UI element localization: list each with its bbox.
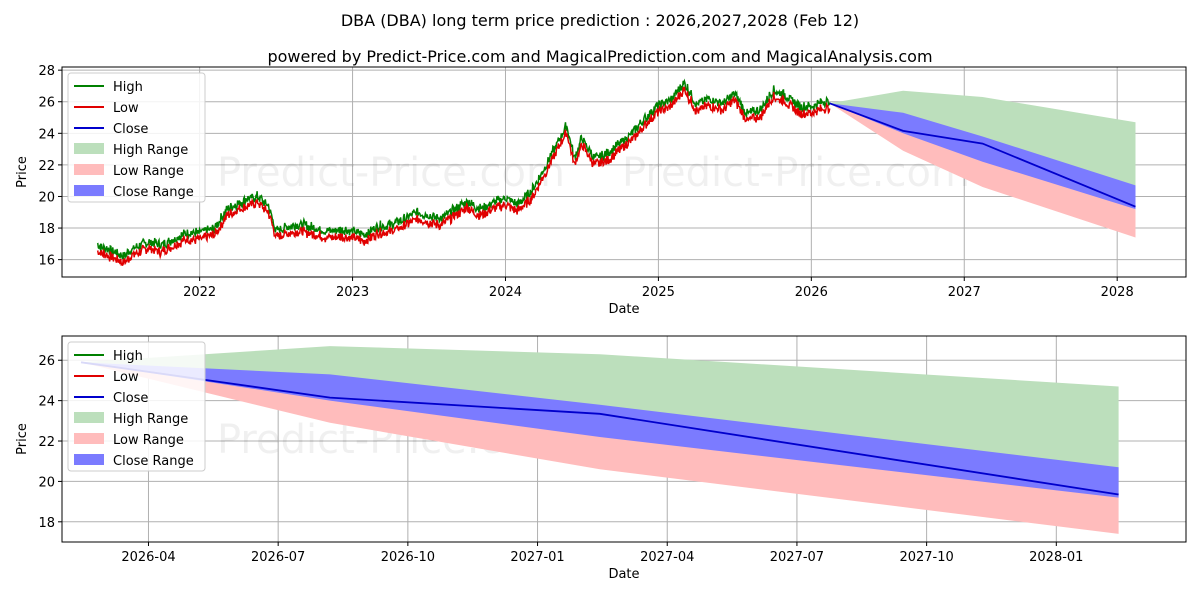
legend-label-high_range: High Range xyxy=(113,143,188,158)
y-tick-label: 26 xyxy=(38,354,55,369)
legend-swatch-low_range xyxy=(74,433,104,444)
axes-frame xyxy=(61,335,1187,543)
low-range-band xyxy=(81,362,1119,534)
y-tick-label: 18 xyxy=(38,222,55,237)
x-tick-label: 2025 xyxy=(642,285,675,300)
legend-swatch-close_range xyxy=(74,185,104,196)
y-tick-label: 28 xyxy=(38,64,55,79)
watermark-text: Predict-Price.com xyxy=(622,150,970,196)
legend: High Low Close High Range Low Range Close Ran… xyxy=(67,72,206,203)
x-tick-label: 2026-04 xyxy=(121,550,175,565)
legend-label-low_range: Low Range xyxy=(113,433,184,448)
legend-swatch-low_range xyxy=(74,164,104,175)
plot-area xyxy=(96,78,1136,267)
x-tick-label: 2027 xyxy=(948,285,981,300)
legend-label-high: High xyxy=(113,349,143,364)
legend-label-low_range: Low Range xyxy=(113,164,184,179)
x-tick-label: 2027-10 xyxy=(899,550,953,565)
y-tick-label: 26 xyxy=(38,96,55,111)
legend-swatch-high_range xyxy=(74,412,104,423)
x-tick-label: 2023 xyxy=(336,285,369,300)
x-tick-label: 2024 xyxy=(489,285,522,300)
x-tick-label: 2028 xyxy=(1101,285,1134,300)
x-tick-label: 2026-07 xyxy=(251,550,305,565)
y-tick-label: 24 xyxy=(38,127,55,142)
y-tick-label: 16 xyxy=(38,254,55,269)
ticks: 2026-04 2026-07 2026-10 2027-01 2027-04 2027-… xyxy=(38,354,1083,565)
legend-label-low: Low xyxy=(113,370,139,385)
chart-subtitle: powered by Predict-Price.com and Magical… xyxy=(267,47,932,66)
x-tick-label: 2028-01 xyxy=(1029,550,1083,565)
legend-label-close_range: Close Range xyxy=(113,454,194,469)
y-tick-label: 22 xyxy=(38,159,55,174)
y-axis-label: Price xyxy=(15,423,30,455)
legend-label-close_range: Close Range xyxy=(113,185,194,200)
x-tick-label: 2026-10 xyxy=(381,550,435,565)
x-tick-label: 2026 xyxy=(795,285,828,300)
y-tick-label: 18 xyxy=(38,516,55,531)
x-axis-label: Date xyxy=(608,302,639,317)
y-tick-label: 24 xyxy=(38,395,55,410)
legend-swatch-close_range xyxy=(74,454,104,465)
legend-label-high: High xyxy=(113,80,143,95)
x-tick-label: 2027-01 xyxy=(510,550,564,565)
watermark-group: Predict-Price.com Predict-Price.com xyxy=(217,150,970,196)
close-range-band xyxy=(81,362,1119,498)
x-tick-label: 2027-04 xyxy=(640,550,694,565)
chart-title: DBA (DBA) long term price prediction : 2… xyxy=(341,11,859,30)
y-axis-label: Price xyxy=(15,156,30,188)
x-tick-label: 2027-07 xyxy=(770,550,824,565)
low-range-band xyxy=(829,103,1136,238)
low-series-line xyxy=(96,86,831,267)
legend-label-close: Close xyxy=(113,122,148,137)
legend-swatch-high_range xyxy=(74,143,104,154)
legend: High Low Close High Range Low Range Close Ran… xyxy=(67,341,206,472)
y-tick-label: 20 xyxy=(38,475,55,490)
y-tick-label: 22 xyxy=(38,435,55,450)
legend-label-close: Close xyxy=(113,391,148,406)
x-tick-label: 2022 xyxy=(183,285,216,300)
x-axis-label: Date xyxy=(608,567,639,582)
legend-label-low: Low xyxy=(113,101,139,116)
panel-bottom: Predict-Price.comPredict-Price.com2026-0… xyxy=(15,335,1187,582)
ticks: 2022 2023 2024 2025 2026 2027 2028161820222426… xyxy=(38,64,1133,300)
high-series-line xyxy=(96,78,831,260)
watermark-text: Predict-Price.com xyxy=(217,150,565,196)
close-series-line xyxy=(829,102,1136,208)
axes-frame xyxy=(61,66,1187,278)
legend-label-high_range: High Range xyxy=(113,412,188,427)
y-tick-label: 20 xyxy=(38,190,55,205)
close-range-band xyxy=(829,103,1136,210)
